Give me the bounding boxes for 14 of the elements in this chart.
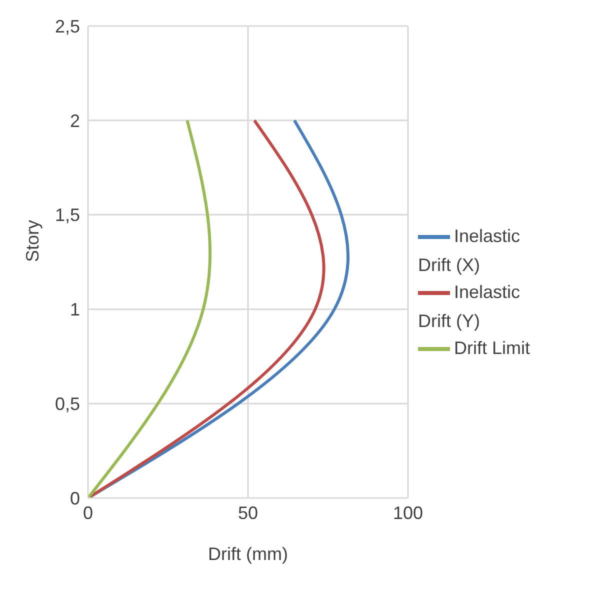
x-tick-label: 100 <box>392 502 424 523</box>
legend-label: Inelastic Drift (X) <box>418 226 520 275</box>
y-tick-label: 2 <box>70 110 80 131</box>
y-tick-label: 0 <box>70 488 80 508</box>
x-tick-label: 50 <box>238 502 258 523</box>
y-tick-label: 1,5 <box>54 205 80 226</box>
legend-label: Drift Limit <box>454 338 530 358</box>
y-tick-label: 1 <box>70 300 80 320</box>
x-axis-title: Drift (mm) <box>208 544 288 564</box>
y-tick-label: 0,5 <box>54 394 80 414</box>
y-tick-label: 2,5 <box>54 16 80 36</box>
legend-label: Inelastic Drift (Y) <box>418 282 520 331</box>
y-axis-title: Story <box>22 220 42 262</box>
x-tick-label: 0 <box>82 502 94 523</box>
